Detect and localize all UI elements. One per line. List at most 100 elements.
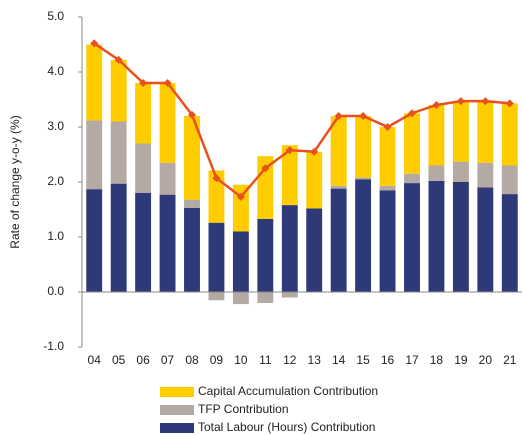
line-marker — [139, 79, 148, 87]
x-tick-label: 08 — [185, 353, 199, 367]
bar-segment — [208, 222, 225, 292]
bar-segment — [452, 101, 469, 162]
legend-label: Capital Accumulation Contribution — [198, 384, 378, 398]
bar-segment — [86, 189, 103, 292]
bar-segment — [428, 180, 445, 292]
bar-segment — [232, 231, 249, 292]
bar-segment — [477, 101, 494, 163]
x-tick-label: 17 — [405, 353, 419, 367]
x-tick-label: 16 — [381, 353, 395, 367]
bar-segment — [110, 59, 127, 122]
bar-segment — [477, 187, 494, 292]
line-marker — [359, 112, 368, 120]
line-marker — [261, 164, 270, 173]
bar-segment — [184, 116, 200, 200]
line-marker — [505, 99, 514, 108]
bar-segment — [330, 185, 347, 189]
y-tick-label: 5.0 — [47, 9, 64, 23]
y-axis-label: Rate of change y-o-y (%) — [8, 115, 22, 248]
bar-segment — [306, 208, 323, 292]
x-tick-label: 10 — [234, 353, 248, 367]
bar-segment — [208, 170, 225, 223]
x-tick-label: 09 — [210, 353, 224, 367]
line-marker — [383, 123, 392, 131]
bar-segment — [501, 165, 518, 195]
legend-swatch — [160, 405, 194, 415]
bar-segment — [404, 113, 420, 174]
x-tick-label: 21 — [503, 353, 517, 367]
bar-segment — [135, 143, 152, 193]
total-line — [93, 42, 510, 199]
x-tick-label: 11 — [259, 353, 272, 367]
line-marker — [114, 55, 123, 64]
bar-segment — [355, 177, 372, 180]
bar-segment — [159, 83, 176, 163]
x-tick-label: 12 — [283, 353, 297, 367]
bar-segment — [110, 121, 127, 184]
bar-segment — [110, 183, 127, 292]
bar-segment — [232, 184, 249, 232]
bar-segment — [184, 199, 200, 208]
bar-segment — [330, 188, 347, 292]
bar-segment — [404, 183, 420, 292]
bar-segment — [355, 179, 372, 292]
y-tick-label: 1.0 — [47, 229, 64, 243]
x-tick-label: 05 — [112, 353, 126, 367]
bar-segment — [257, 292, 274, 303]
legend-swatch — [160, 423, 194, 433]
bar-segment — [501, 103, 518, 166]
bar-segment — [477, 162, 494, 188]
bar-segment — [232, 292, 249, 305]
bar-segment — [379, 190, 396, 292]
bar-segment — [86, 44, 103, 121]
line-marker — [285, 146, 294, 155]
bar-segment — [86, 120, 103, 190]
legend-swatch — [160, 387, 194, 397]
line-marker — [481, 97, 490, 106]
y-tick-label: 4.0 — [47, 64, 64, 78]
bar-segment — [159, 162, 176, 195]
bar-segment — [428, 165, 445, 181]
x-tick-label: 07 — [161, 353, 175, 367]
bar-segment — [355, 116, 372, 178]
line-marker — [432, 101, 441, 109]
bar-segment — [404, 173, 420, 184]
bar-segment — [452, 182, 469, 292]
line-marker — [90, 39, 99, 48]
line-marker — [212, 174, 221, 183]
bar-segment — [208, 292, 225, 301]
x-tick-label: 18 — [430, 353, 444, 367]
line-marker — [408, 109, 416, 118]
x-tick-label: 14 — [332, 353, 346, 367]
bar-segment — [281, 145, 298, 206]
bar-segment — [159, 194, 176, 292]
bar-segment — [428, 105, 445, 166]
bar-segment — [379, 127, 396, 186]
x-tick-label: 06 — [136, 353, 150, 367]
x-tick-label: 20 — [479, 353, 493, 367]
line-marker — [188, 110, 196, 119]
bar-segment — [135, 193, 152, 292]
line-marker — [163, 79, 172, 87]
bar-segment — [281, 292, 298, 298]
bar-segment — [281, 205, 298, 292]
y-tick-label: -1.0 — [43, 339, 64, 353]
y-tick-label: 2.0 — [47, 174, 64, 188]
line-marker — [310, 147, 319, 156]
bar-segment — [135, 83, 152, 144]
bar-segment — [379, 185, 396, 191]
bar-segment — [306, 151, 323, 209]
x-tick-label: 13 — [308, 353, 322, 367]
x-tick-label: 19 — [454, 353, 468, 367]
y-tick-label: 0.0 — [47, 284, 64, 298]
y-tick-label: 3.0 — [47, 119, 64, 133]
bar-segment — [257, 218, 274, 292]
bar-segment — [330, 116, 347, 186]
legend-label: TFP Contribution — [198, 402, 289, 416]
line-marker — [334, 112, 343, 120]
line-marker — [456, 97, 465, 106]
line-marker — [236, 192, 245, 201]
legend-label: Total Labour (Hours) Contribution — [198, 420, 375, 434]
bar-segment — [501, 194, 518, 292]
